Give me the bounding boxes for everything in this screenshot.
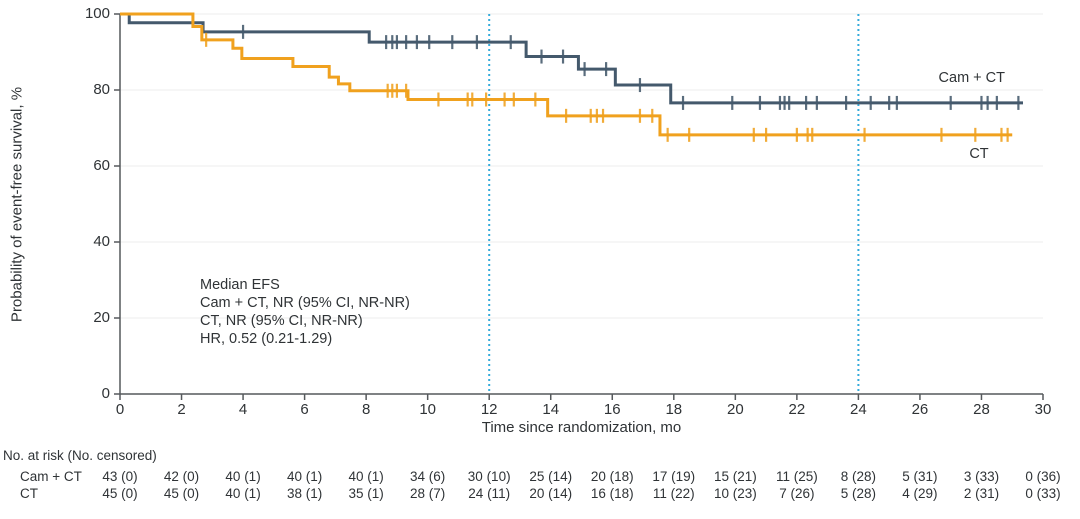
y-tick-label-20: 20 [93, 309, 110, 326]
risk-cell: 8 (28) [840, 469, 877, 484]
risk-row-label-cam-ct: Cam + CT [20, 469, 82, 484]
x-tick-label-8: 8 [361, 401, 371, 418]
series-label-cam-ct: Cam + CT [938, 70, 1005, 86]
y-tick-label-60: 60 [93, 157, 110, 174]
y-tick-label-40: 40 [93, 233, 110, 250]
risk-cell: 20 (14) [529, 486, 573, 501]
risk-cell: 38 (1) [286, 486, 323, 501]
x-tick-label-20: 20 [726, 401, 744, 418]
x-tick-label-18: 18 [665, 401, 683, 418]
x-tick-label-0: 0 [115, 401, 125, 418]
risk-cell: 34 (6) [410, 469, 446, 484]
x-tick-label-24: 24 [850, 401, 867, 418]
risk-cell: 30 (10) [467, 469, 511, 484]
annotation-camct-median: Cam + CT, NR (95% CI, NR-NR) [200, 295, 410, 311]
y-tick-label-80: 80 [93, 81, 110, 98]
x-tick-label-2: 2 [177, 401, 186, 418]
annotation-ct-median: CT, NR (95% CI, NR-NR) [200, 313, 363, 329]
x-tick-label-16: 16 [603, 401, 621, 418]
risk-cell: 10 (23) [713, 486, 757, 501]
risk-cell: 5 (31) [902, 469, 938, 484]
risk-cell: 45 (0) [163, 486, 200, 501]
risk-cell: 4 (29) [902, 486, 938, 501]
annotation-median-efs: Median EFS [200, 277, 280, 293]
risk-cell: 40 (1) [348, 469, 384, 484]
risk-cell: 0 (33) [1025, 486, 1061, 501]
risk-cell: 40 (1) [225, 486, 261, 501]
x-tick-label-10: 10 [419, 401, 436, 418]
risk-cell: 16 (18) [590, 486, 634, 501]
annotation-hazard-ratio: HR, 0.52 (0.21-1.29) [200, 331, 333, 347]
x-tick-label-28: 28 [973, 401, 990, 418]
risk-cell: 28 (7) [410, 486, 446, 501]
risk-cell: 2 (31) [963, 486, 1000, 501]
x-tick-label-30: 30 [1034, 401, 1052, 418]
y-tick-label-100: 100 [84, 5, 110, 22]
x-tick-label-4: 4 [238, 401, 248, 418]
risk-cell: 11 (25) [775, 469, 818, 484]
x-axis-title: Time since randomization, mo [481, 419, 682, 436]
y-axis-title: Probability of event-free survival, % [8, 86, 26, 323]
risk-cell: 40 (1) [225, 469, 261, 484]
risk-cell: 5 (28) [840, 486, 877, 501]
risk-cell: 42 (0) [163, 469, 200, 484]
x-tick-label-26: 26 [911, 401, 929, 418]
risk-table-header: No. at risk (No. censored) [3, 448, 157, 463]
km-curve-cam-ct [120, 12, 1023, 105]
series-label-ct: CT [969, 146, 989, 162]
risk-cell: 3 (33) [963, 469, 1000, 484]
x-tick-label-12: 12 [480, 401, 498, 418]
risk-cell: 45 (0) [102, 486, 138, 501]
risk-cell: 11 (22) [652, 486, 695, 501]
risk-cell: 24 (11) [468, 486, 511, 501]
risk-cell: 15 (21) [713, 469, 757, 484]
x-tick-label-22: 22 [788, 401, 806, 418]
risk-cell: 43 (0) [102, 469, 138, 484]
risk-cell: 35 (1) [348, 486, 384, 501]
risk-cell: 25 (14) [529, 469, 573, 484]
risk-row-label-ct: CT [20, 486, 38, 501]
y-tick-label-0: 0 [101, 385, 110, 402]
risk-cell: 7 (26) [779, 486, 815, 501]
risk-cell: 20 (18) [590, 469, 634, 484]
x-tick-label-6: 6 [300, 401, 309, 418]
x-tick-label-14: 14 [542, 401, 560, 418]
risk-cell: 40 (1) [286, 469, 323, 484]
risk-cell: 0 (36) [1025, 469, 1061, 484]
km-curve-ct [120, 12, 1013, 137]
risk-cell: 17 (19) [652, 469, 696, 484]
